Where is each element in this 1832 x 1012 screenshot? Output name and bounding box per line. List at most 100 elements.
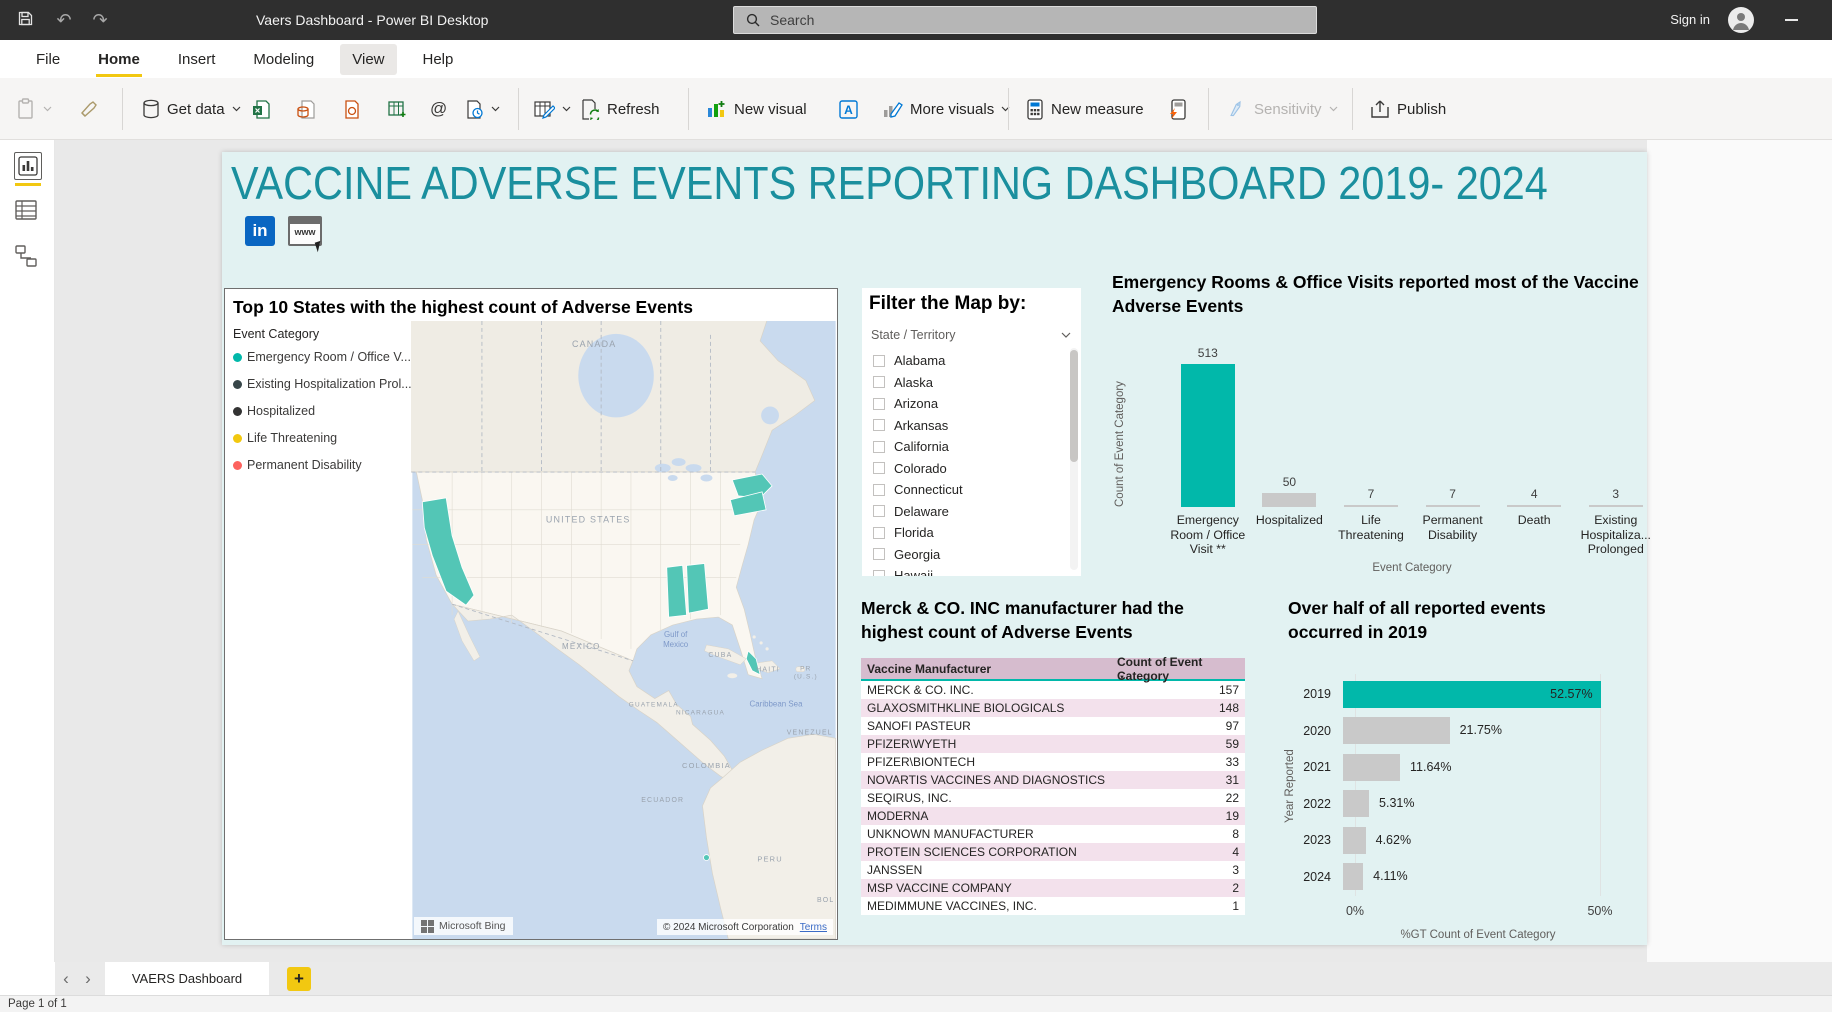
bar-2022[interactable] [1343, 790, 1370, 818]
publish-button[interactable]: Publish [1370, 78, 1446, 140]
bar-1[interactable] [1262, 493, 1317, 507]
dataverse-button[interactable]: @ [430, 99, 448, 118]
menu-item-file[interactable]: File [36, 50, 61, 68]
legend-item[interactable]: Permanent Disability [233, 458, 413, 472]
search-input[interactable] [770, 12, 1250, 28]
page-tab[interactable]: VAERS Dashboard [105, 962, 269, 995]
text-box-button[interactable]: A [838, 78, 859, 140]
slicer-field-header[interactable]: State / Territory [871, 328, 1071, 342]
checkbox[interactable] [873, 526, 885, 539]
slicer-item-hawaii[interactable]: Hawaii [871, 565, 1063, 576]
bar-2019[interactable]: 52.57% [1343, 680, 1601, 708]
slicer-item-connecticut[interactable]: Connecticut [871, 479, 1063, 501]
website-icon[interactable]: www [288, 216, 328, 253]
table-row[interactable]: PFIZER\BIONTECH 33 [861, 753, 1245, 771]
bar-4[interactable] [1507, 505, 1562, 507]
table-header-row[interactable]: Vaccine Manufacturer Count of Event Cate… [861, 654, 1245, 683]
get-data-button[interactable]: Get data [142, 78, 241, 140]
menu-item-view[interactable]: View [340, 43, 397, 75]
data-view-button[interactable] [14, 198, 42, 226]
table-row[interactable]: JANSSEN 3 [861, 861, 1245, 879]
table-row[interactable]: GLAXOSMITHKLINE BIOLOGICALS 148 [861, 699, 1245, 717]
table-row[interactable]: UNKNOWN MANUFACTURER 8 [861, 825, 1245, 843]
scrollbar-thumb[interactable] [1070, 350, 1078, 462]
model-view-button[interactable] [14, 244, 42, 272]
bar-0[interactable] [1180, 364, 1235, 507]
new-measure-button[interactable]: New measure [1026, 78, 1144, 140]
column-header-count[interactable]: Count of Event Category [1117, 654, 1203, 683]
slicer-item-alabama[interactable]: Alabama [871, 350, 1063, 372]
slicer-item-florida[interactable]: Florida [871, 522, 1063, 544]
add-page-button[interactable]: + [287, 966, 311, 991]
redo-icon[interactable]: ↷ [92, 10, 108, 30]
slicer-item-arkansas[interactable]: Arkansas [871, 415, 1063, 437]
sensitivity-button[interactable]: Sensitivity [1226, 78, 1338, 140]
table-row[interactable]: MERCK & CO. INC. 157 [861, 681, 1245, 699]
quick-measure-button[interactable] [1168, 78, 1187, 140]
terms-link[interactable]: Terms [799, 921, 827, 933]
slicer-item-georgia[interactable]: Georgia [871, 544, 1063, 566]
legend-item[interactable]: Hospitalized [233, 404, 413, 418]
next-page-arrow[interactable]: › [85, 968, 91, 988]
checkbox[interactable] [873, 569, 885, 576]
excel-workbook-button[interactable] [252, 78, 271, 140]
sql-server-button[interactable] [297, 78, 316, 140]
table-row[interactable]: SEQIRUS, INC. 22 [861, 789, 1245, 807]
slicer-item-colorado[interactable]: Colorado [871, 458, 1063, 480]
table-row[interactable]: MSP VACCINE COMPANY 2 [861, 879, 1245, 897]
previous-page-arrow[interactable]: ‹ [63, 968, 69, 988]
slicer-scrollbar[interactable] [1070, 348, 1078, 570]
legend-item[interactable]: Emergency Room / Office V... [233, 350, 413, 364]
new-visual-button[interactable]: New visual [706, 78, 807, 140]
bar-2[interactable] [1343, 505, 1398, 507]
slicer-item-alaska[interactable]: Alaska [871, 372, 1063, 394]
report-view-button[interactable] [14, 152, 42, 180]
recent-sources-button[interactable] [465, 78, 500, 140]
linkedin-icon[interactable]: in [245, 216, 275, 246]
checkbox[interactable] [873, 440, 885, 453]
checkbox[interactable] [873, 397, 885, 410]
search-box[interactable] [733, 6, 1317, 34]
table-row[interactable]: MODERNA 19 [861, 807, 1245, 825]
map-highlighted-states[interactable] [421, 473, 773, 861]
slicer-item-delaware[interactable]: Delaware [871, 501, 1063, 523]
enter-data-button[interactable] [387, 78, 407, 140]
table-row[interactable]: SANOFI PASTEUR 97 [861, 717, 1245, 735]
table-row[interactable]: NOVARTIS VACCINES AND DIAGNOSTICS 31 [861, 771, 1245, 789]
legend-item[interactable]: Life Threatening [233, 431, 413, 445]
menu-item-home[interactable]: Home [86, 44, 152, 77]
bing-map[interactable]: CANADA UNITED STATES MEXICO Gulf of Mexico CU… [411, 321, 837, 939]
bar-2021[interactable] [1343, 753, 1401, 781]
checkbox[interactable] [873, 376, 885, 389]
checkbox[interactable] [873, 505, 885, 518]
slicer-item-california[interactable]: California [871, 436, 1063, 458]
table-row[interactable]: PFIZER\WYETH 59 [861, 735, 1245, 753]
column-header-manufacturer[interactable]: Vaccine Manufacturer [867, 661, 992, 676]
menu-item-insert[interactable]: Insert [177, 50, 216, 68]
refresh-button[interactable]: Refresh [580, 78, 660, 140]
bar-2024[interactable] [1343, 863, 1364, 891]
paste-button[interactable] [16, 78, 52, 140]
bar-3[interactable] [1425, 505, 1480, 507]
slicer-item-arizona[interactable]: Arizona [871, 393, 1063, 415]
minimize-button[interactable] [1785, 19, 1798, 21]
checkbox[interactable] [873, 483, 885, 496]
undo-icon[interactable]: ↶ [56, 10, 72, 30]
save-icon[interactable] [17, 10, 37, 30]
checkbox[interactable] [873, 354, 885, 367]
data-hub-button[interactable] [342, 78, 361, 140]
legend-item[interactable]: Existing Hospitalization Prol... [233, 377, 413, 391]
checkbox[interactable] [873, 548, 885, 561]
checkbox[interactable] [873, 462, 885, 475]
table-row[interactable]: PROTEIN SCIENCES CORPORATION 4 [861, 843, 1245, 861]
transform-data-button[interactable] [534, 78, 571, 140]
checkbox[interactable] [873, 419, 885, 432]
sign-in-link[interactable]: Sign in [1670, 12, 1710, 27]
more-visuals-button[interactable]: More visuals [882, 78, 1010, 140]
bar-2023[interactable] [1343, 826, 1366, 854]
menu-item-help[interactable]: Help [422, 50, 454, 68]
avatar[interactable] [1728, 7, 1754, 33]
menu-item-modeling[interactable]: Modeling [253, 50, 315, 68]
bar-2020[interactable] [1343, 717, 1450, 745]
bar-5[interactable] [1588, 505, 1643, 507]
